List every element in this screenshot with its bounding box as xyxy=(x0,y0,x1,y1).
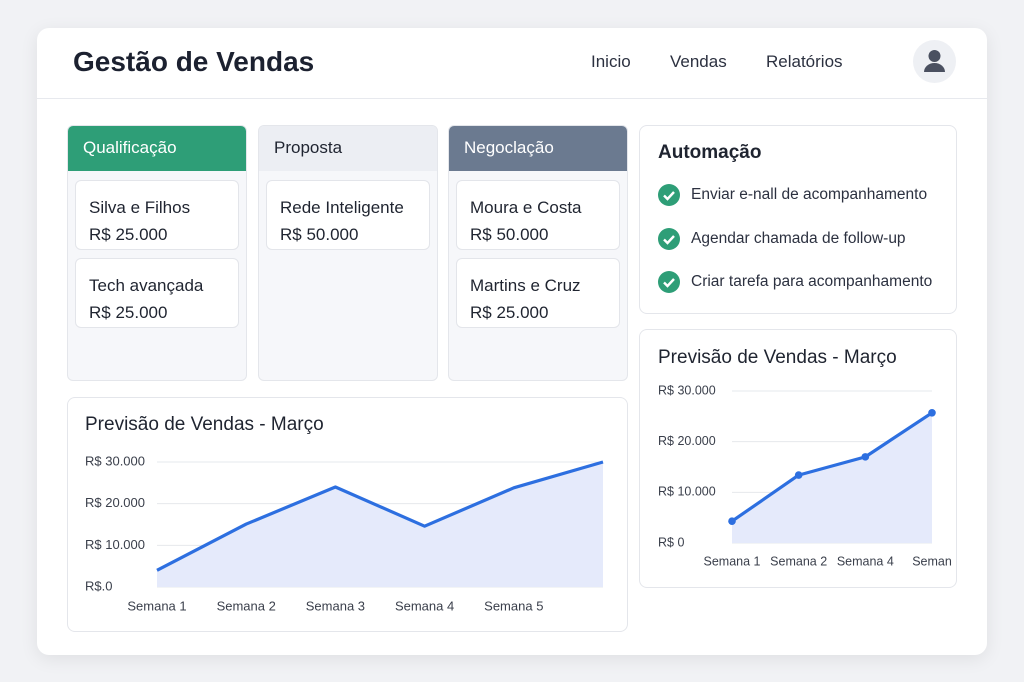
header-divider xyxy=(37,98,987,99)
x-tick-label: Semana 5 xyxy=(484,598,543,613)
check-icon xyxy=(658,228,680,250)
x-tick-label: Semana 1 xyxy=(704,554,761,568)
x-tick-label: Semana 3 xyxy=(306,598,365,613)
chart-title: Previsão de Vendas - Março xyxy=(85,414,324,435)
column-title: Qualificação xyxy=(68,126,246,171)
x-tick-label: Semana 4 xyxy=(837,554,894,568)
deal-value: R$ 50.000 xyxy=(280,225,359,244)
point xyxy=(928,408,936,417)
nav-link[interactable]: Inicio xyxy=(591,52,631,71)
deal-card[interactable]: Tech avançada R$ 25.000 xyxy=(75,258,239,328)
automation-title: Automação xyxy=(658,142,762,163)
line xyxy=(156,460,604,572)
point xyxy=(861,453,870,461)
x-tick-label: Semana 2 xyxy=(770,554,827,568)
deal-value: R$ 25.000 xyxy=(89,225,168,244)
y-tick-label: R$ 20.000 xyxy=(658,434,716,448)
deal-value: R$ 25.000 xyxy=(89,303,168,322)
y-tick-label: R$.0 xyxy=(85,578,112,593)
point xyxy=(794,471,803,479)
point xyxy=(728,517,736,526)
app-title: Gestão de Vendas xyxy=(73,46,315,77)
check-icon xyxy=(658,184,680,206)
y-tick-label: R$ 10.000 xyxy=(658,485,716,499)
deal-name: Tech avançada xyxy=(89,276,204,295)
y-tick-label: R$ 30.000 xyxy=(658,383,716,397)
column-title: Negoclação xyxy=(449,126,627,171)
y-tick-label: R$ 0 xyxy=(658,535,684,549)
nav-link[interactable]: Relatórios xyxy=(766,52,843,71)
deal-name: Martins e Cruz xyxy=(470,276,581,295)
deal-card[interactable]: Rede Inteligente R$ 50.000 xyxy=(266,180,430,250)
area xyxy=(732,412,932,543)
y-tick-label: R$ 10.000 xyxy=(85,537,145,552)
y-tick-label: R$ 30.000 xyxy=(85,453,145,468)
automation-item: Agendar chamada de follow-up xyxy=(691,230,906,247)
kanban-column: Qualificação Silva e Filhos R$ 25.000 Tec… xyxy=(67,125,247,381)
automation-item: Criar tarefa para acompanhamento xyxy=(691,273,933,290)
deal-name: Rede Inteligente xyxy=(280,198,404,217)
area xyxy=(157,462,603,587)
deal-card[interactable]: Martins e Cruz R$ 25.000 xyxy=(456,258,620,328)
nav-link[interactable]: Vendas xyxy=(670,52,727,71)
x-tick-label: Semana 4 xyxy=(395,598,454,613)
user-avatar[interactable] xyxy=(913,40,956,83)
deal-name: Silva e Filhos xyxy=(89,198,191,217)
deal-value: R$ 50.000 xyxy=(470,225,549,244)
automation-panel xyxy=(639,125,957,314)
check-icon xyxy=(658,271,680,293)
kanban-column: Negoclação Moura e Costa R$ 50.000 Martin… xyxy=(448,125,628,381)
line xyxy=(731,411,933,523)
deal-card[interactable]: Moura e Costa R$ 50.000 xyxy=(456,180,620,250)
column-title: Proposta xyxy=(259,126,437,171)
x-tick-label: Seman xyxy=(912,554,952,568)
avatar-icon xyxy=(924,50,945,72)
x-tick-label: Semana 2 xyxy=(217,598,276,613)
chart-title: Previsão de Vendas - Março xyxy=(658,347,897,368)
deal-card[interactable]: Silva e Filhos R$ 25.000 xyxy=(75,180,239,250)
automation-item: Enviar e-nall de acompanhamento xyxy=(691,186,928,203)
deal-name: Moura e Costa xyxy=(470,198,582,217)
deal-value: R$ 25.000 xyxy=(470,303,549,322)
x-tick-label: Semana 1 xyxy=(127,598,186,613)
kanban-column: Proposta Rede Inteligente R$ 50.000 xyxy=(258,125,438,381)
y-tick-label: R$ 20.000 xyxy=(85,495,145,510)
